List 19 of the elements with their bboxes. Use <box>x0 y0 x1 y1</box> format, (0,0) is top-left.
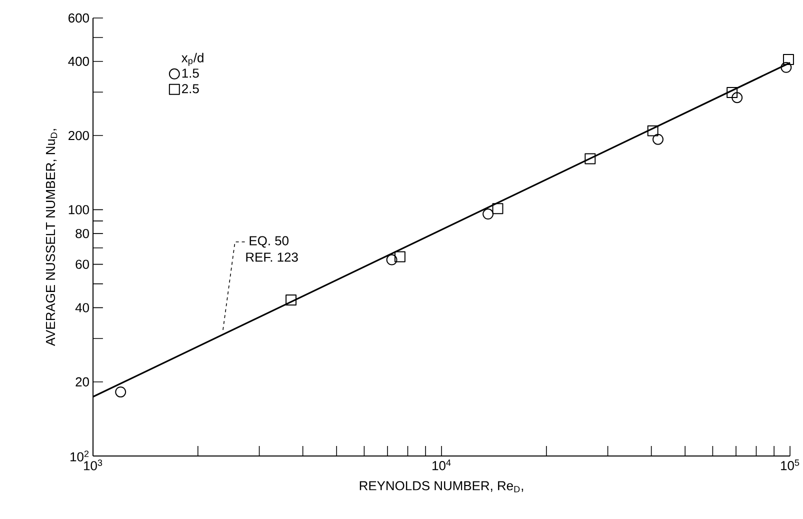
text: 10$^{2}$ <box>70 450 89 462</box>
y-tick-label: 400 <box>68 56 89 66</box>
y-tick-label: 100 <box>68 205 89 214</box>
y-axis-title: AVERAGE NUSSELT NUMBER, Nu$_{D}$, <box>46 129 58 346</box>
y-tick-label: 60 <box>76 260 89 269</box>
annotation: REF. 123 <box>246 252 298 262</box>
legend-title: x$_{p}$/d <box>182 52 204 66</box>
y-tick-label: 200 <box>68 130 89 140</box>
legend-label: 1.5 <box>182 68 199 78</box>
x-tick-label: 10$^{5}$ <box>781 460 800 470</box>
y-tick-label: 40 <box>75 303 89 312</box>
y-tick-label: 80 <box>76 228 89 238</box>
x-tick-label: 10$^{3}$ <box>84 460 102 470</box>
annotation: EQ. 50 <box>250 236 288 248</box>
x-axis-title: REYNOLDS NUMBER, Re$_{D}$, <box>360 481 524 492</box>
y-tick-label: 600 <box>68 13 89 23</box>
x-tick-label: 10$^{4}$ <box>432 460 451 470</box>
y-tick-label: 20 <box>76 377 89 386</box>
legend-label: 2.5 <box>182 84 199 94</box>
